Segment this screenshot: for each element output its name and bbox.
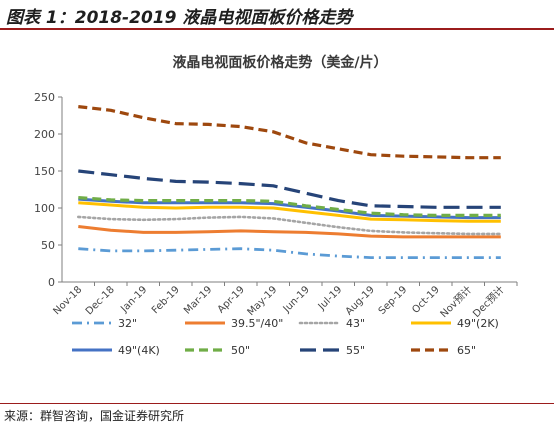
- series-line-7: [78, 105, 501, 160]
- y-tick-label: 0: [48, 276, 55, 289]
- legend-label-1: 39.5"/40": [231, 317, 283, 330]
- x-tick-label: Mar-19: [182, 284, 214, 316]
- chart-legend: 32" 39.5"/40" 43" 49"(2K) 49"(4K) 50" 55" 65": [72, 317, 499, 357]
- series-line-1: [78, 225, 501, 239]
- series-layer: [77, 105, 503, 260]
- series-line-0: [78, 247, 501, 260]
- series-line-3: [78, 201, 501, 223]
- x-tick-label: May-19: [246, 284, 280, 318]
- y-tick-label: 100: [34, 202, 55, 215]
- x-tick-label: Dec预计: [470, 283, 507, 320]
- x-tick-label: Nov预计: [437, 283, 474, 320]
- y-tick-label: 150: [34, 165, 55, 178]
- legend-label-4: 49"(4K): [118, 344, 160, 357]
- bottom-rule: [0, 403, 554, 404]
- series-line-6: [78, 169, 501, 209]
- x-tick-label: Jan-19: [118, 284, 149, 315]
- figure-title: 图表 1：2018-2019 液晶电视面板价格走势: [6, 8, 353, 28]
- legend-label-0: 32": [118, 317, 137, 330]
- x-tick-label: Sep-19: [377, 284, 410, 317]
- series-line-2: [77, 215, 503, 236]
- y-tick-label: 50: [41, 239, 55, 252]
- x-tick-label: Jul-19: [316, 284, 345, 313]
- chart-title: 液晶电视面板价格走势（美金/片）: [172, 54, 387, 71]
- legend-label-5: 50": [231, 344, 250, 357]
- series-line-5: [78, 196, 501, 217]
- x-tick-label: Aug-19: [344, 284, 377, 317]
- x-tick-label: Dec-18: [84, 284, 117, 317]
- y-tick-label: 200: [34, 128, 55, 141]
- y-tick-label: 250: [34, 91, 55, 104]
- x-tick-label: Nov-18: [51, 284, 84, 317]
- source-note: 来源：群智咨询，国金证券研究所: [4, 409, 185, 423]
- x-tick-label: Apr-19: [216, 284, 247, 315]
- legend-label-7: 65": [457, 344, 476, 357]
- legend-label-3: 49"(2K): [457, 317, 499, 330]
- x-tick-label: Oct-19: [410, 284, 442, 316]
- title-rule: [0, 28, 554, 30]
- legend-label-2: 43": [346, 317, 365, 330]
- x-tick-label: Jun-19: [281, 284, 312, 315]
- x-tick-label: Feb-19: [150, 284, 182, 316]
- legend-label-6: 55": [346, 344, 365, 357]
